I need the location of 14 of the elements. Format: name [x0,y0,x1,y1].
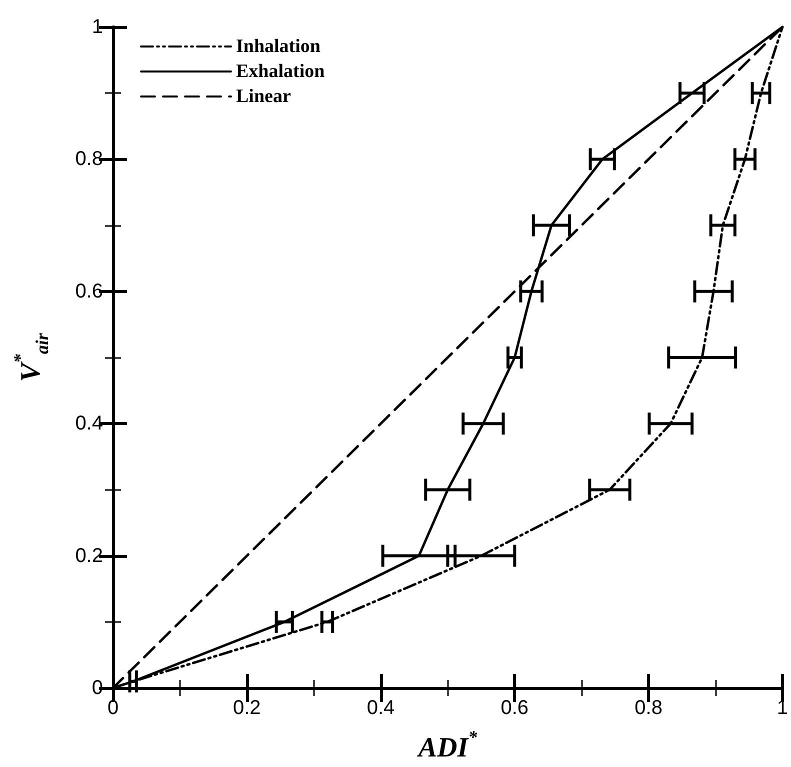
x-tick-label: 0.2 [232,697,261,719]
y-tick-label: 1 [92,16,103,38]
y-tick-label: 0.6 [75,280,103,302]
y-tick-label: 0.8 [75,148,103,170]
x-tick-label: 0.4 [366,697,395,719]
legend-label: Linear [236,86,292,107]
x-axis-title: ADI* [416,727,478,764]
x-tick-label: 0.8 [634,697,662,719]
x-tick-label: 0.6 [500,697,529,719]
y-tick-label: 0.4 [75,412,103,435]
y-axis-title: V*air [10,332,52,382]
y-tick-label: 0.2 [75,544,103,567]
legend-label: Inhalation [236,36,321,57]
legend-label: Exhalation [236,61,326,82]
